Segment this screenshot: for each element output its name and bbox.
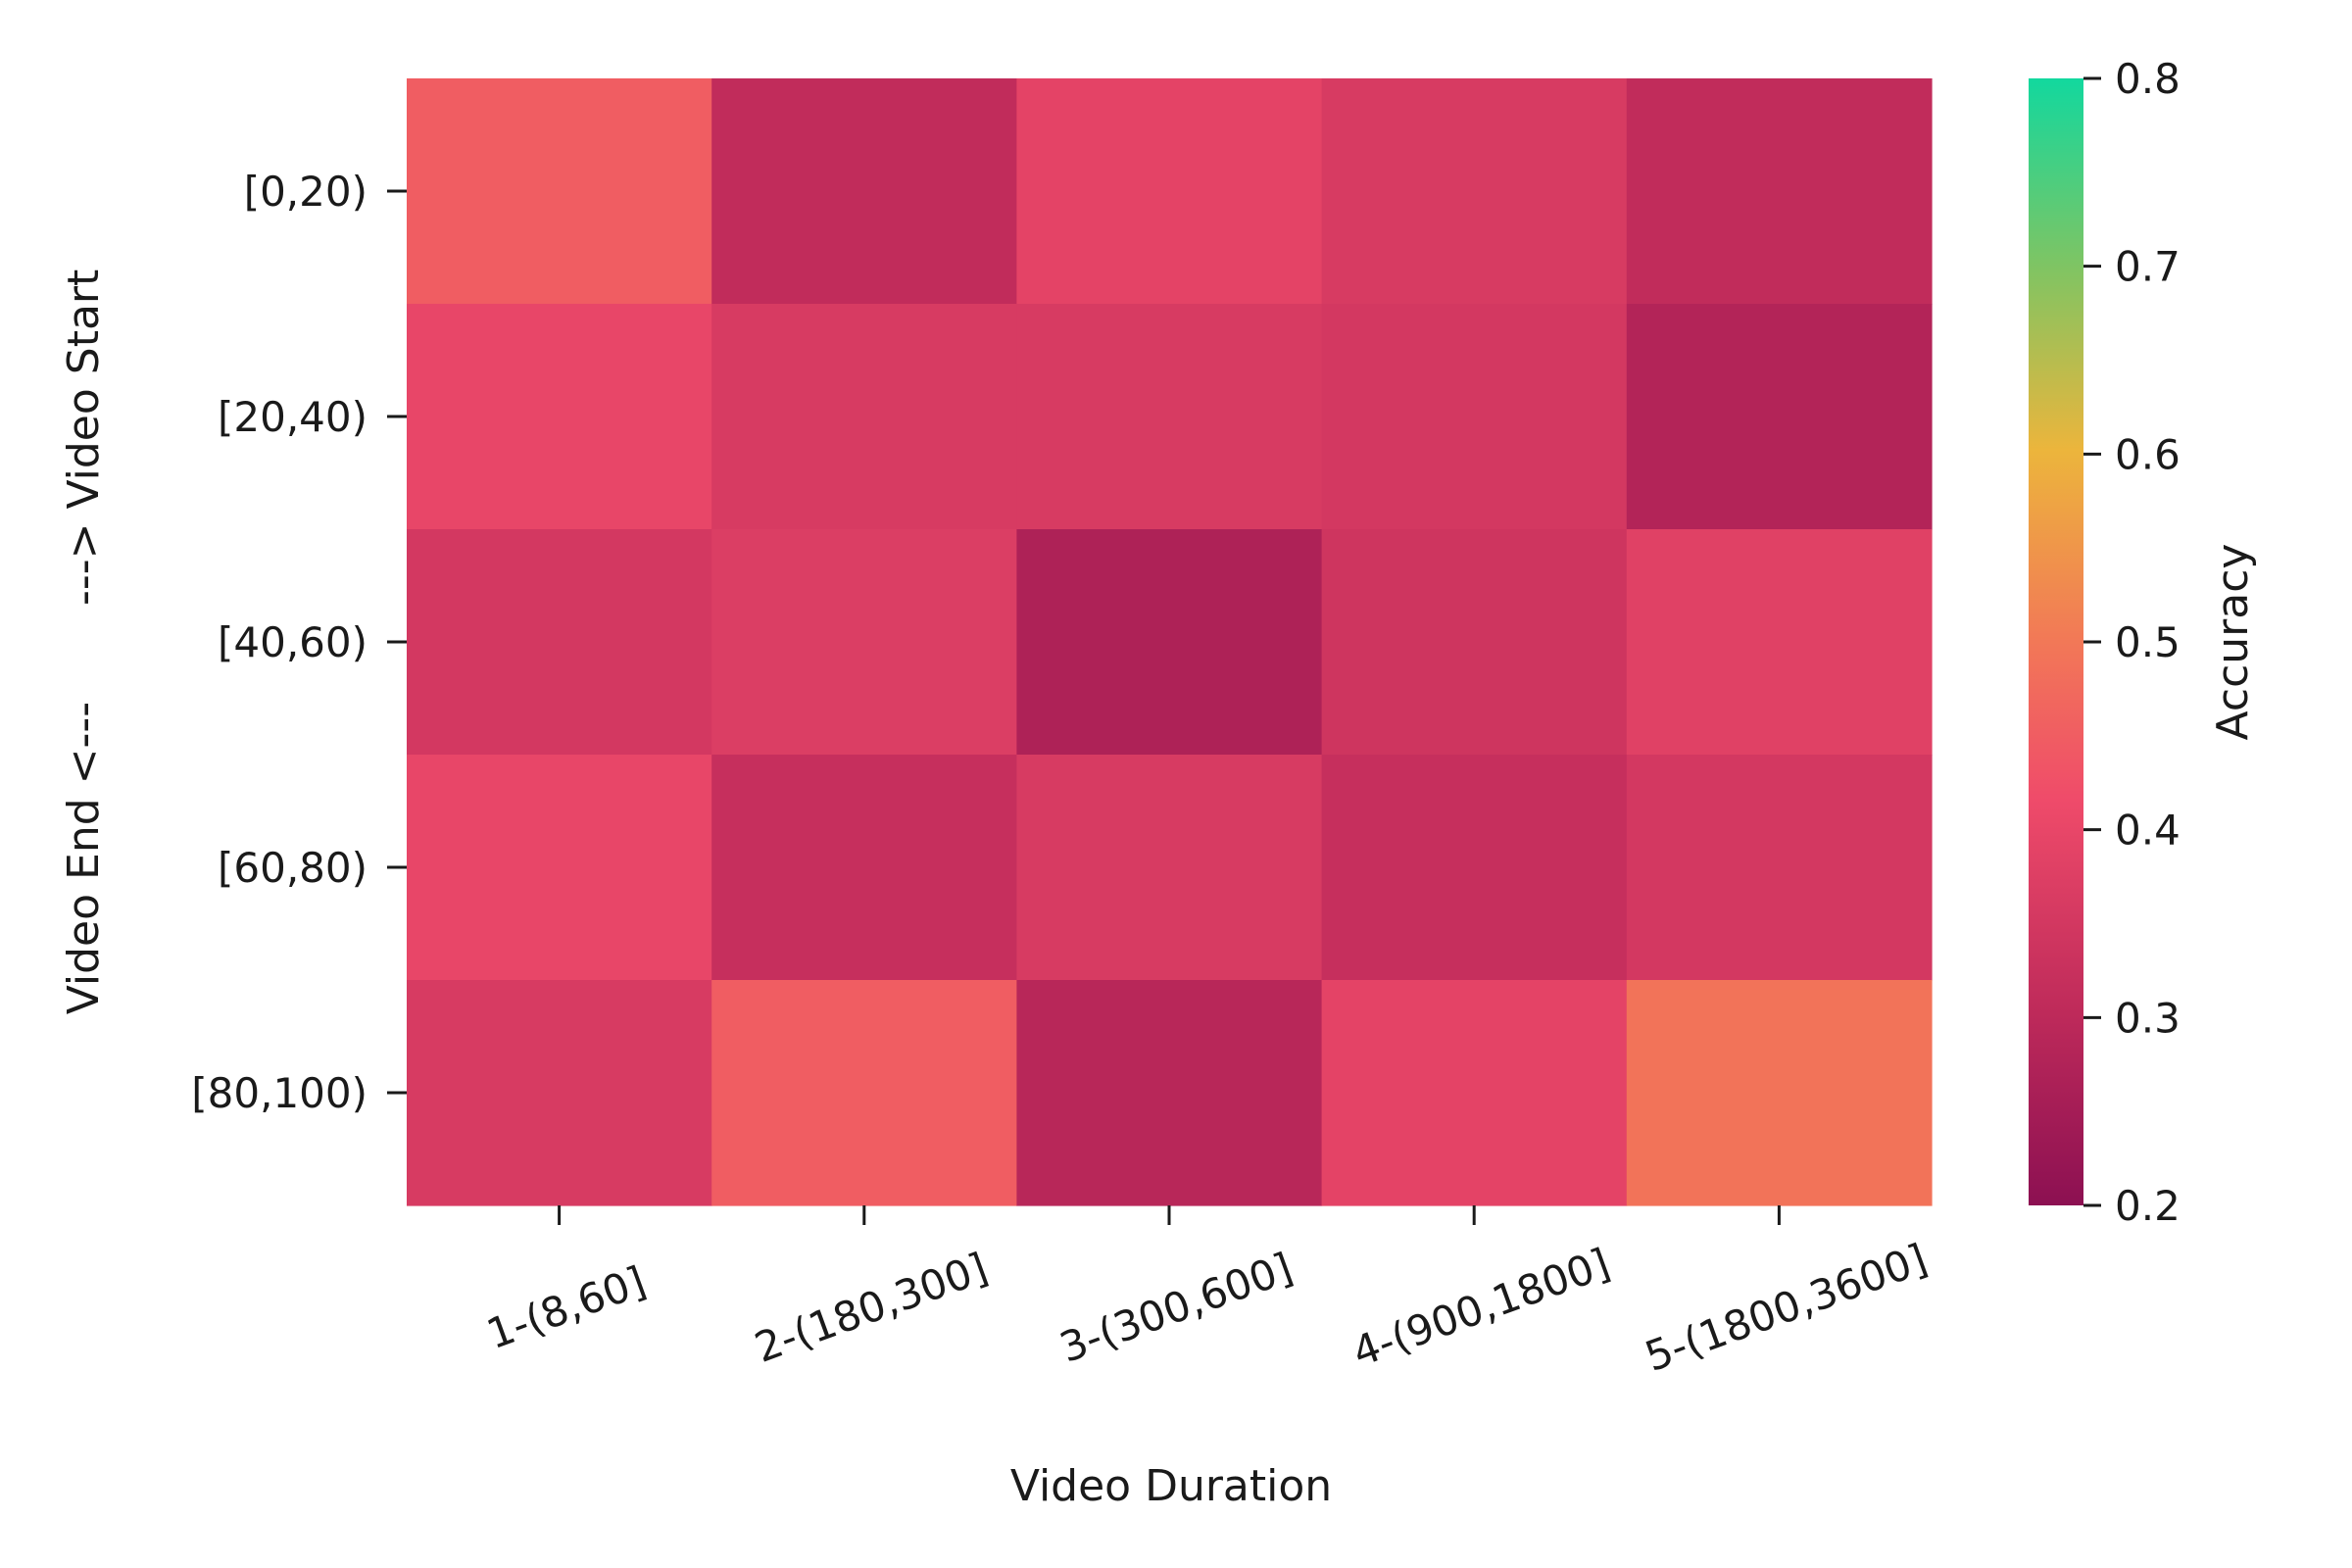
heatmap-cell [1016, 78, 1323, 305]
y-tick-label: [0,20) [244, 168, 368, 216]
y-tick-label: [60,80) [218, 844, 368, 892]
heatmap-cell [1016, 980, 1323, 1206]
x-tick-label: 1-(8,60] [480, 1257, 652, 1359]
y-tick-label: [80,100) [191, 1069, 368, 1117]
colorbar-tick-label: 0.5 [2115, 618, 2180, 666]
colorbar-tick-label: 0.3 [2115, 994, 2180, 1042]
heatmap-cell [1016, 529, 1323, 756]
colorbar-tick-label: 0.8 [2115, 55, 2180, 103]
y-tick-label: [40,60) [218, 618, 368, 666]
heatmap-cell [1016, 755, 1323, 981]
heatmap-cell [1626, 980, 1933, 1206]
heatmap-cell [1321, 755, 1628, 981]
y-axis-title: Video End <--- ---> Video Start [59, 270, 109, 1015]
heatmap-cell [711, 980, 1017, 1206]
heatmap-cell [1626, 529, 1933, 756]
heatmap-cell [407, 755, 712, 981]
heatmap-cell [407, 529, 712, 756]
heatmap-cell [407, 980, 712, 1206]
x-axis-title: Video Duration [1010, 1461, 1332, 1511]
heatmap-cell [407, 304, 712, 530]
colorbar-label: Accuracy [2208, 544, 2258, 741]
colorbar-ticks: 0.2 0.3 0.4 0.5 0.6 0.7 0.8 [2083, 55, 2180, 1230]
heatmap-cell [1321, 304, 1628, 530]
x-axis-ticks: 1-(8,60] 2-(180,300] 3-(300,600] 4-(900,180… [480, 1205, 1934, 1381]
heatmap-cell [1016, 304, 1323, 530]
x-tick-label: 4-(900,1800] [1347, 1239, 1616, 1376]
colorbar [2029, 78, 2083, 1205]
heatmap-cell [711, 529, 1017, 756]
colorbar-tick-label: 0.7 [2115, 243, 2180, 291]
colorbar-tick-label: 0.4 [2115, 807, 2180, 855]
heatmap-cell [1626, 755, 1933, 981]
colorbar-tick-label: 0.6 [2115, 430, 2180, 478]
x-tick-label: 3-(300,600] [1054, 1244, 1298, 1372]
x-tick-label: 5-(1800,3600] [1639, 1235, 1933, 1381]
heatmap-cell [1626, 78, 1933, 305]
heatmap-cell [1321, 529, 1628, 756]
x-tick-label: 2-(180,300] [749, 1244, 994, 1372]
heatmap-cell [711, 755, 1017, 981]
heatmap-cell [1321, 980, 1628, 1206]
y-axis-ticks: [0,20) [20,40) [40,60) [60,80) [80,100) [191, 168, 407, 1117]
heatmap-cell [711, 304, 1017, 530]
heatmap-cells [407, 78, 1933, 1206]
heatmap-cell [1321, 78, 1628, 305]
y-tick-label: [20,40) [218, 393, 368, 441]
heatmap-cell [711, 78, 1017, 305]
heatmap-cell [407, 78, 712, 305]
colorbar-tick-label: 0.2 [2115, 1182, 2180, 1230]
heatmap-cell [1626, 304, 1933, 530]
